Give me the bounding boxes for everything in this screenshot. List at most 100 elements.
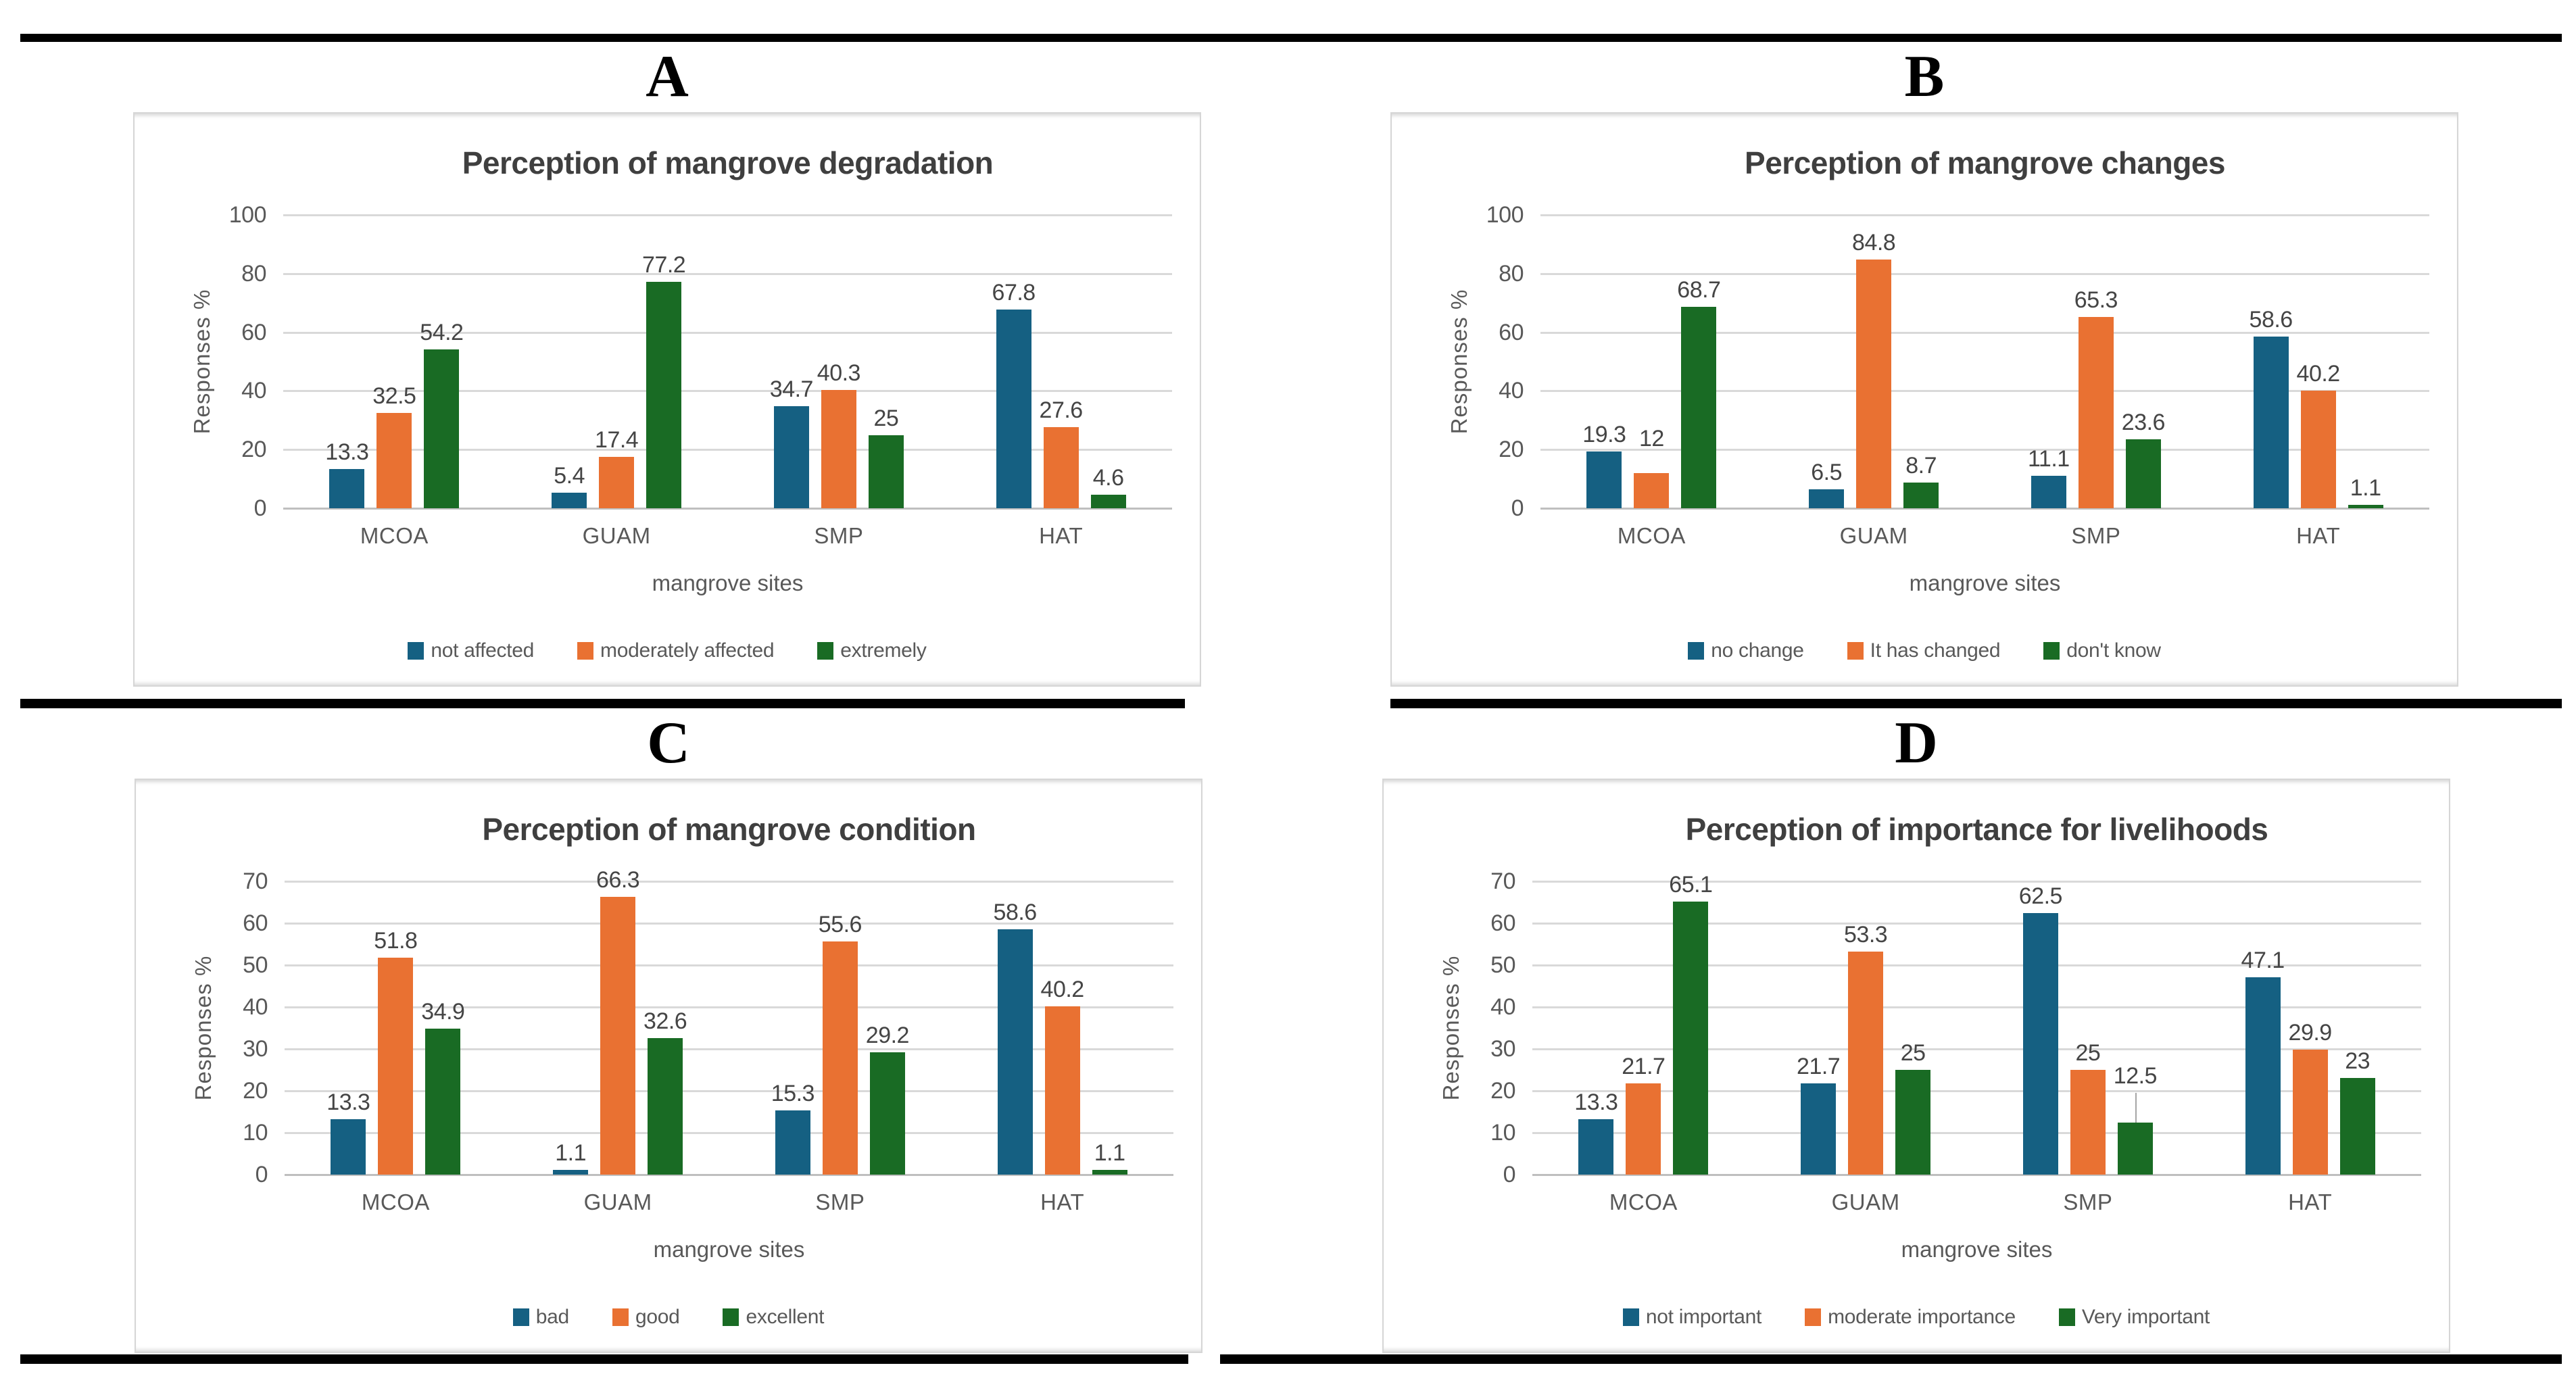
figure-panel-b: B Perception of mangrove changes Respons… (1390, 42, 2458, 687)
y-tick-label: 10 (243, 1120, 268, 1146)
legend-swatch-icon (1847, 642, 1864, 660)
y-tick-label: 60 (241, 319, 266, 345)
y-tick-label: 60 (1490, 910, 1515, 936)
plot-area: 0 20 40 60 80 100 13.3 32.5 54.2 5.4 17.4 77.2 34.7 4… (229, 202, 1172, 521)
legend-item: It has changed (1847, 639, 2001, 662)
bar-data-label: 19.3 (1582, 422, 1626, 448)
y-tick-label: 40 (1499, 378, 1524, 404)
bar-GUAM-don't-know (1903, 483, 1939, 508)
divider-line-middle-left (20, 699, 1185, 708)
gridline (285, 1090, 1173, 1092)
y-tick-label: 80 (241, 260, 266, 287)
x-axis-line (1532, 1174, 2421, 1176)
bar-MCOA-bad (331, 1119, 366, 1175)
divider-line-top (20, 34, 2562, 42)
bar-MCOA-extremely (424, 349, 460, 508)
x-axis-title: mangrove sites (653, 1237, 805, 1262)
data-label-leader-line (2135, 1092, 2137, 1123)
bar-data-label: 34.9 (421, 998, 465, 1025)
bar-data-label: 58.6 (993, 899, 1038, 925)
bar-MCOA-not-important (1578, 1119, 1614, 1175)
bar-MCOA-moderate-importance (1626, 1083, 1661, 1175)
bar-HAT-don't-know (2348, 505, 2383, 508)
y-axis-title: Responses % (1447, 289, 1472, 435)
y-tick-label: 100 (1486, 202, 1524, 228)
plot-area: 0 10 20 30 40 50 60 70 13.3 51.8 34.9 1.1 66.3 32.6 15… (243, 867, 1173, 1187)
figure-panel-d: D Perception of importance for livelihoo… (1382, 708, 2450, 1353)
bar-data-label: 12 (1638, 425, 1664, 451)
legend-label: It has changed (1870, 639, 2001, 662)
y-tick-label: 70 (1490, 868, 1515, 894)
bar-SMP-It-has-changed (2078, 316, 2114, 508)
bar-SMP-moderately-affected (821, 390, 856, 508)
bar-data-label: 13.3 (1574, 1089, 1618, 1115)
category-label-MCOA: MCOA (360, 523, 429, 548)
legend-swatch-icon (408, 642, 424, 660)
bar-data-label: 29.2 (865, 1022, 910, 1048)
y-tick-label: 50 (1490, 952, 1515, 978)
legend: not affected moderately affected extremely (135, 639, 1200, 662)
y-tick-label: 60 (243, 910, 268, 936)
bar-HAT-moderate-importance (2292, 1049, 2328, 1175)
x-axis-line (1540, 508, 2429, 510)
bar-data-label: 12.5 (2113, 1062, 2158, 1089)
bar-GUAM-excellent (648, 1037, 683, 1175)
bar-MCOA-don't-know (1681, 306, 1717, 508)
category-axis: MCOA GUAM SMP HAT (1532, 1189, 2421, 1215)
bar-data-label: 32.6 (643, 1008, 687, 1034)
y-tick-label: 100 (228, 202, 267, 228)
bar-data-label: 25 (2075, 1040, 2101, 1066)
chart-panel-a: Perception of mangrove degradation Respo… (133, 112, 1201, 687)
y-tick-label: 0 (1511, 495, 1524, 521)
category-label-GUAM: GUAM (1831, 1189, 1900, 1214)
bar-data-label: 4.6 (1092, 465, 1124, 491)
category-label-SMP: SMP (814, 523, 864, 548)
legend-item: bad (512, 1306, 569, 1329)
bar-data-label: 6.5 (1811, 459, 1842, 485)
bar-SMP-moderate-importance (2070, 1070, 2106, 1175)
legend: bad good excellent (136, 1306, 1201, 1329)
legend-item: good (612, 1306, 680, 1329)
divider-line-bottom-left (20, 1354, 1188, 1364)
bar-SMP-excellent (869, 1052, 905, 1175)
bar-GUAM-moderate-importance (1848, 951, 1884, 1175)
bar-data-label: 1.1 (2350, 475, 2381, 501)
legend-swatch-icon (577, 642, 594, 660)
x-axis-title: mangrove sites (1901, 1237, 2053, 1262)
bar-HAT-not-important (2245, 977, 2281, 1175)
legend-label: no change (1711, 639, 1804, 662)
bar-SMP-bad (775, 1110, 810, 1175)
bar-data-label: 21.7 (1797, 1054, 1841, 1080)
panel-label-d: D (1895, 710, 1938, 776)
plot-area: 0 20 40 60 80 100 19.3 12 68.7 6.5 84.8 8.7 11.1 65.3… (1486, 202, 2429, 521)
legend-swatch-icon (2058, 1308, 2075, 1326)
legend-label: good (635, 1306, 680, 1328)
bar-data-label: 53.3 (1844, 921, 1888, 948)
y-axis-title: Responses % (189, 289, 214, 435)
y-tick-label: 0 (255, 1162, 268, 1187)
category-label-SMP: SMP (2063, 1189, 2113, 1214)
legend-item: no change (1688, 639, 1804, 662)
x-axis-title: mangrove sites (1909, 570, 2061, 595)
bar-data-label: 66.3 (596, 866, 640, 893)
bar-data-label: 25 (873, 405, 899, 431)
bar-data-label: 1.1 (1094, 1140, 1125, 1167)
bar-MCOA-moderately-affected (376, 412, 412, 508)
bar-SMP-not-important (2022, 912, 2058, 1175)
bar-data-label: 1.1 (555, 1140, 586, 1167)
bar-GUAM-no-change (1809, 489, 1845, 508)
bar-data-label: 54.2 (420, 319, 464, 345)
category-label-MCOA: MCOA (1617, 523, 1686, 548)
y-tick-label: 40 (1490, 994, 1515, 1020)
gridline (1540, 214, 2429, 216)
legend-label: Very important (2081, 1306, 2210, 1328)
gridline (285, 923, 1173, 925)
y-tick-label: 70 (243, 868, 268, 894)
bar-GUAM-It-has-changed (1856, 259, 1892, 508)
legend-item: Very important (2058, 1306, 2210, 1329)
bar-SMP-extremely (868, 435, 904, 508)
gridline (1540, 272, 2429, 275)
y-tick-label: 20 (241, 437, 266, 463)
legend-swatch-icon (723, 1308, 739, 1326)
gridline (1532, 923, 2421, 925)
